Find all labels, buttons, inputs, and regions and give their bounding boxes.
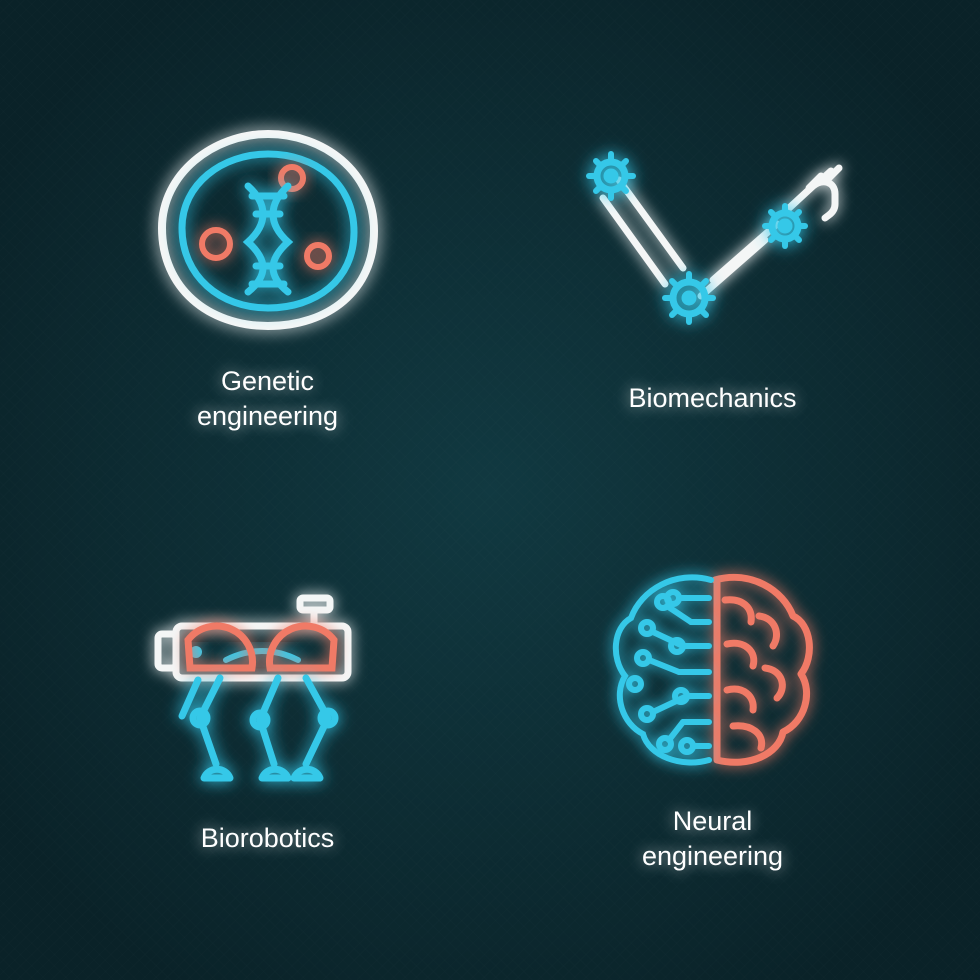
robot-dog-icon	[138, 573, 398, 803]
arm-gears-icon	[583, 133, 843, 363]
label-biomechanics: Biomechanics	[628, 381, 796, 416]
tile-biorobotics: Biorobotics	[60, 510, 475, 920]
tile-biomechanics: Biomechanics	[505, 70, 920, 480]
label-biorobotics: Biorobotics	[201, 821, 335, 856]
cell-dna-icon	[138, 116, 398, 346]
label-genetic-engineering: Genetic engineering	[197, 364, 338, 434]
label-neural-engineering: Neural engineering	[642, 804, 783, 874]
brain-circuit-icon	[583, 556, 843, 786]
tile-genetic-engineering: Genetic engineering	[60, 70, 475, 480]
tile-neural-engineering: Neural engineering	[505, 510, 920, 920]
